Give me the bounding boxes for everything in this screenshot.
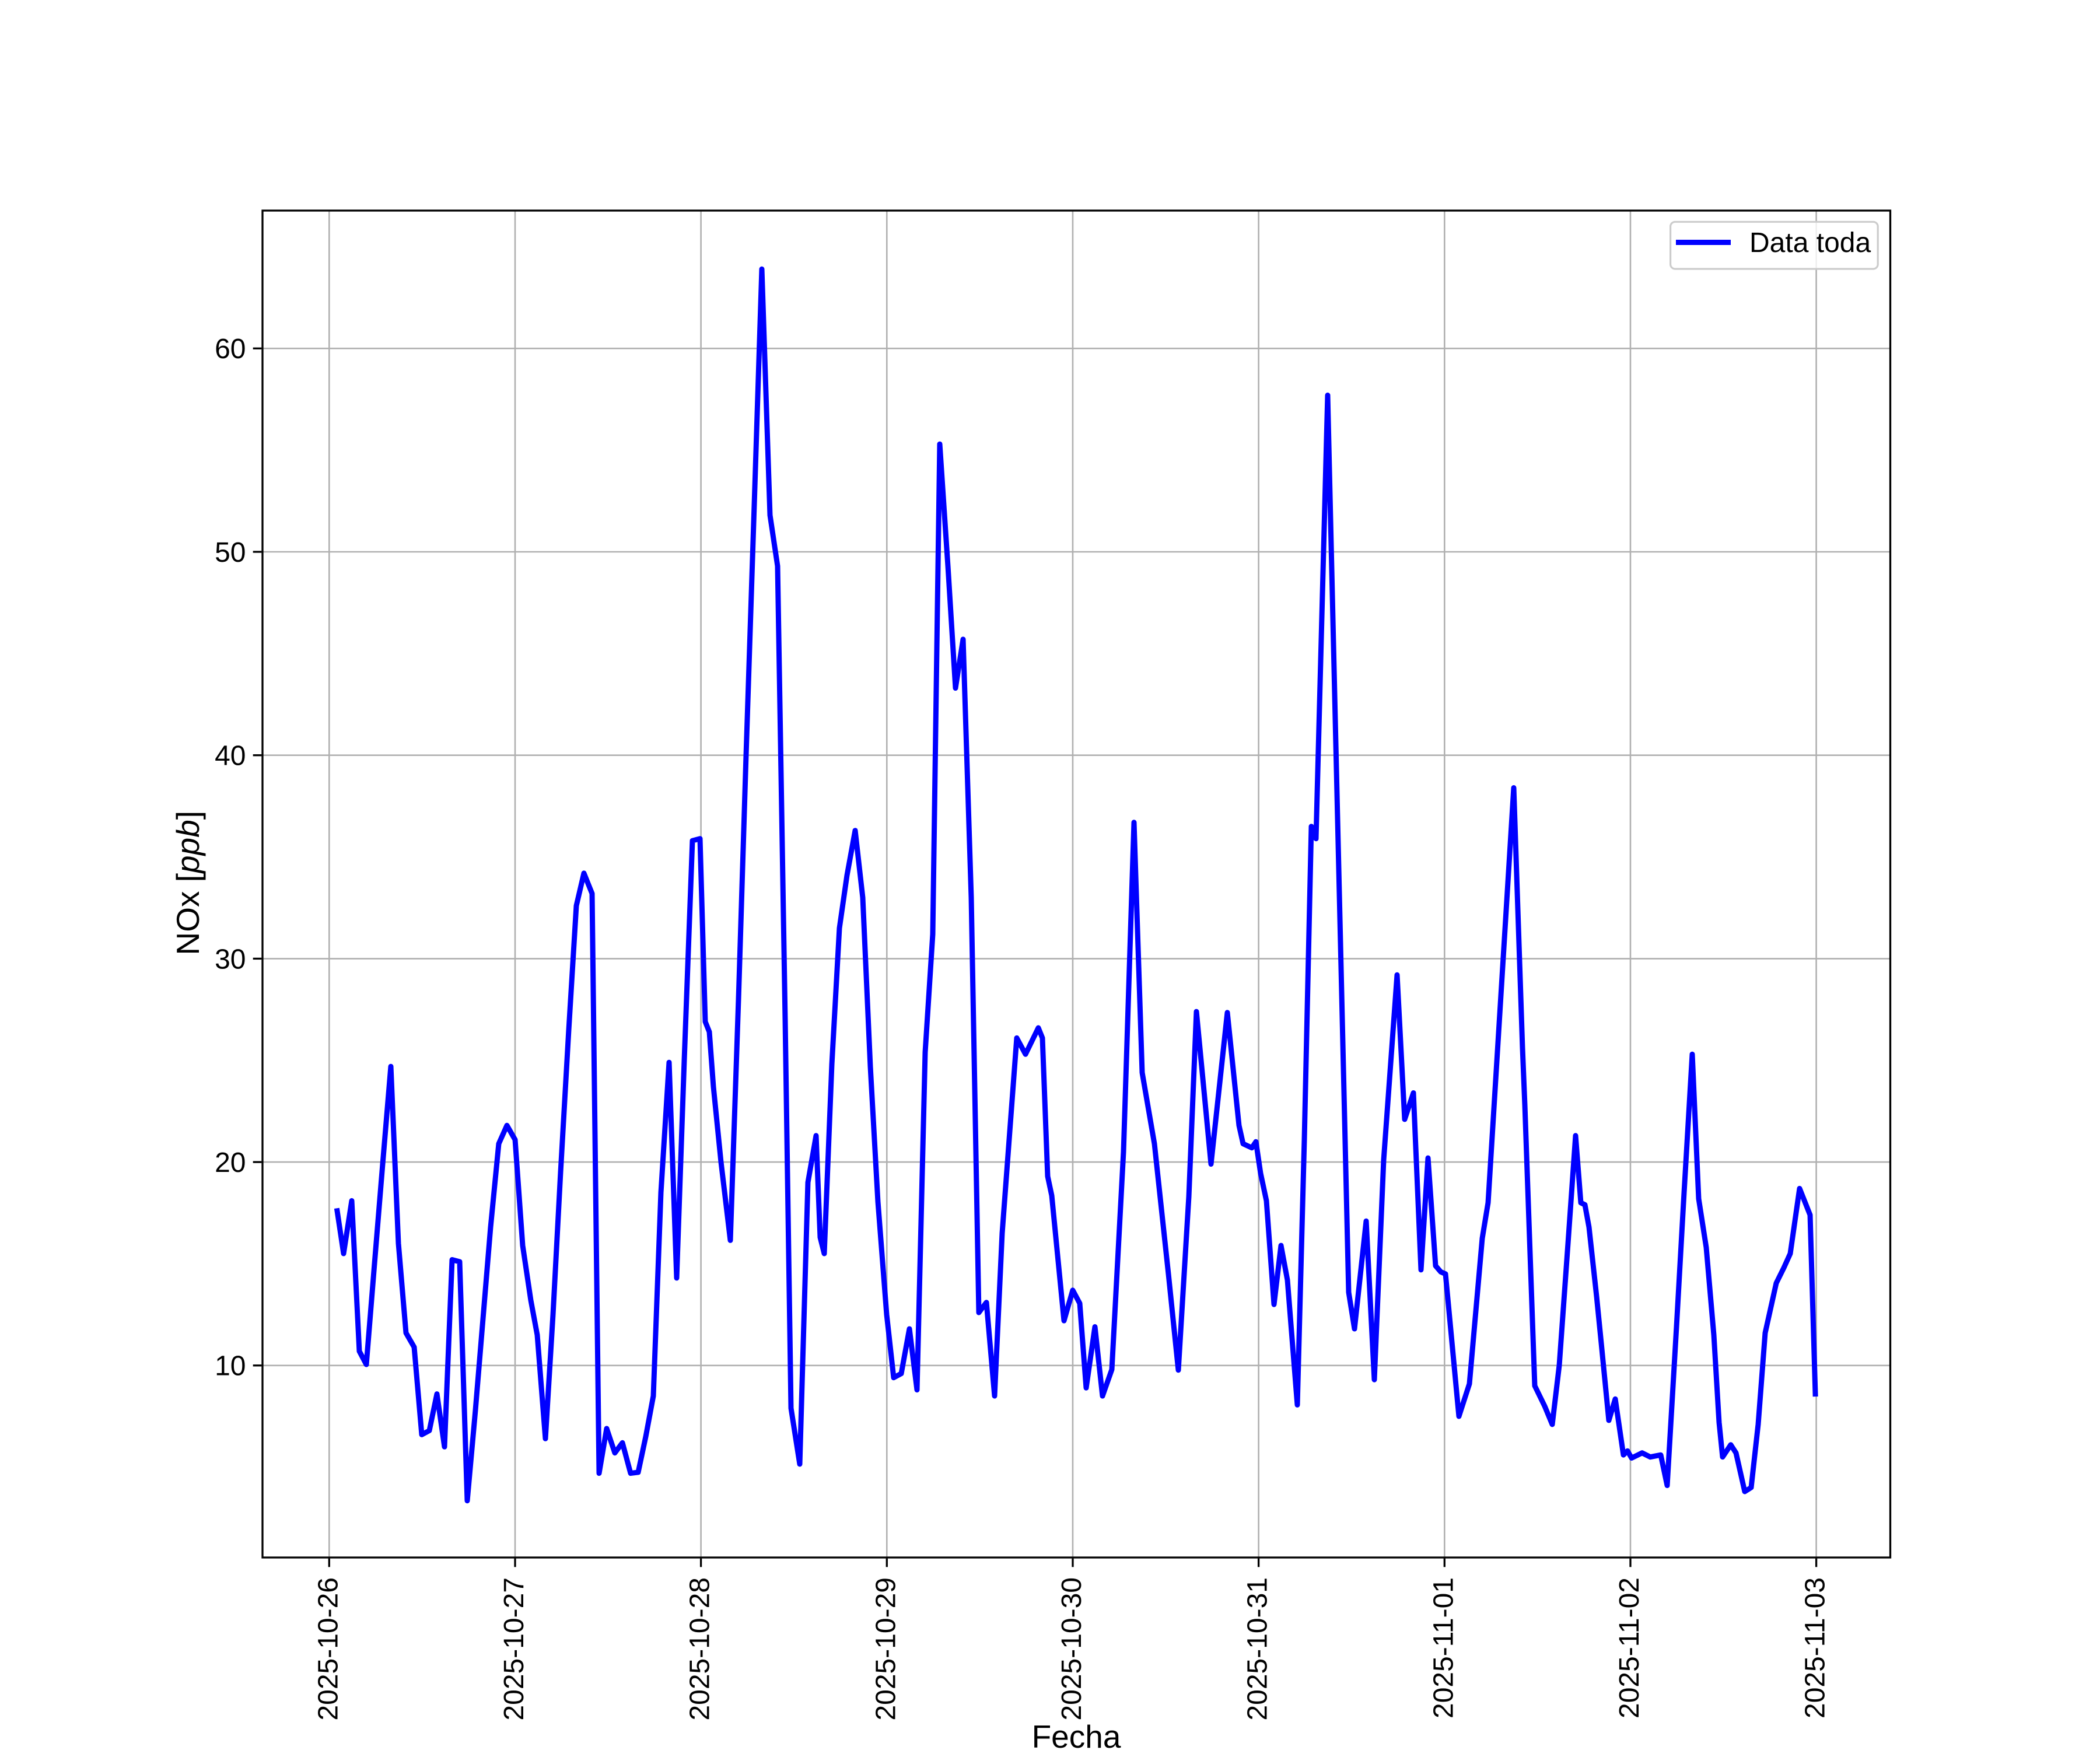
svg-text:50: 50 xyxy=(215,537,246,568)
svg-text:2025-10-26: 2025-10-26 xyxy=(313,1577,344,1721)
svg-text:2025-11-01: 2025-11-01 xyxy=(1428,1577,1459,1718)
svg-text:2025-10-30: 2025-10-30 xyxy=(1056,1577,1087,1721)
svg-text:20: 20 xyxy=(215,1147,246,1178)
svg-text:2025-10-28: 2025-10-28 xyxy=(685,1577,716,1721)
svg-text:10: 10 xyxy=(215,1351,246,1382)
svg-text:Fecha: Fecha xyxy=(1032,1718,1121,1750)
svg-text:2025-11-03: 2025-11-03 xyxy=(1800,1577,1831,1718)
svg-text:NOx [ppb]: NOx [ppb] xyxy=(170,811,206,956)
svg-text:2025-10-31: 2025-10-31 xyxy=(1242,1577,1273,1721)
svg-text:Data toda: Data toda xyxy=(1749,228,1871,258)
svg-text:2025-10-27: 2025-10-27 xyxy=(499,1577,530,1721)
svg-text:60: 60 xyxy=(215,334,246,365)
svg-text:40: 40 xyxy=(215,741,246,772)
svg-text:30: 30 xyxy=(215,944,246,975)
svg-text:2025-10-29: 2025-10-29 xyxy=(870,1577,901,1721)
svg-text:2025-11-02: 2025-11-02 xyxy=(1614,1577,1645,1718)
